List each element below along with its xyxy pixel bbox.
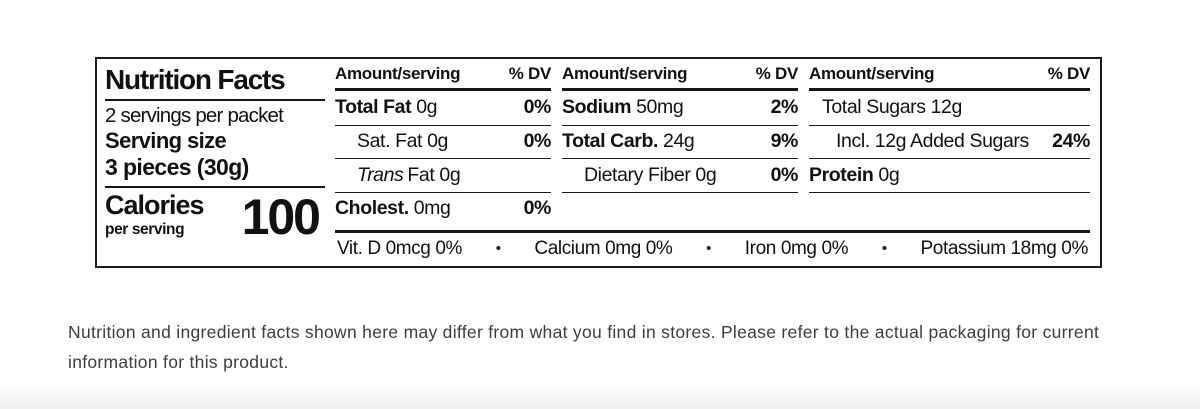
nutrient-row-cholesterol: Cholest. 0mg 0% (335, 191, 552, 226)
micronutrient-calcium: Calcium 0mg 0% (534, 237, 673, 259)
nutrient-row-empty (809, 191, 1090, 226)
amount-per-serving-header: Amount/serving (335, 64, 461, 83)
dv-value: 24% (1052, 130, 1090, 153)
percent-dv-header: % DV (755, 64, 799, 83)
nutrient-row-empty (562, 191, 798, 226)
amount-per-serving-header: Amount/serving (562, 64, 688, 83)
nutrient-row-added-sugars: Incl. 12g Added Sugars 24% (809, 124, 1090, 159)
column-header: Amount/serving % DV (809, 59, 1090, 91)
dv-value: 0% (523, 130, 552, 153)
serving-size-label: Serving size (105, 128, 227, 153)
bullet-separator: • (881, 240, 887, 257)
dv-value: 0% (523, 96, 552, 119)
bullet-separator: • (706, 240, 712, 257)
bullet-separator: • (495, 240, 501, 257)
nutrient-column-sodium-carbs: Amount/serving % DV Sodium 50mg 2% Total … (562, 59, 798, 225)
nutrient-row-total-fat: Total Fat 0g 0% (335, 96, 552, 119)
column-header: Amount/serving % DV (562, 59, 798, 91)
nutrient-row-total-sugars: Total Sugars 12g (822, 96, 962, 119)
dv-value: 0% (523, 197, 552, 220)
bottom-gradient (0, 383, 1200, 409)
micronutrients-row: Vit. D 0mcg 0% • Calcium 0mg 0% • Iron 0… (335, 230, 1090, 266)
disclaimer-text: Nutrition and ingredient facts shown her… (68, 322, 1100, 372)
nutrient-column-sugars-protein: Amount/serving % DV Total Sugars 12g Incl… (809, 59, 1090, 225)
calories-row: Calories per serving 100 (105, 188, 325, 246)
micronutrient-potassium: Potassium 18mg 0% (920, 237, 1089, 259)
nutrition-facts-left-block: Nutrition Facts 2 servings per packet Se… (97, 59, 329, 266)
nutrient-row-trans-fat: Trans Fat 0g (335, 158, 551, 192)
servings-per-packet: 2 servings per packet (105, 104, 284, 127)
dv-value: 9% (770, 130, 799, 153)
nutrient-row-sodium: Sodium 50mg 2% (562, 96, 799, 119)
dv-value: 0% (770, 163, 799, 186)
nutrition-facts-panel: Nutrition Facts 2 servings per packet Se… (95, 57, 1102, 268)
micronutrient-vitamin-d: Vit. D 0mcg 0% (337, 237, 462, 259)
calories-value: 100 (241, 189, 321, 246)
nutrient-row-protein: Protein 0g (809, 158, 1090, 192)
amount-per-serving-header: Amount/serving (809, 64, 935, 83)
calories-sublabel: per serving (105, 221, 185, 239)
nutrient-row-dietary-fiber: Dietary Fiber 0g 0% (562, 158, 798, 192)
dv-value: 2% (770, 96, 799, 119)
nutrition-facts-right-block: Amount/serving % DV Total Fat 0g 0% Sat. … (329, 59, 1100, 266)
nutrient-row-sat-fat: Sat. Fat 0g 0% (335, 124, 552, 159)
calories-label: Calories (105, 190, 205, 221)
micronutrient-iron: Iron 0mg 0% (744, 237, 849, 259)
nutrition-facts-title: Nutrition Facts (105, 62, 325, 101)
calories-label-group: Calories per serving (105, 190, 205, 239)
percent-dv-header: % DV (508, 64, 552, 83)
nutrient-row-total-carb: Total Carb. 24g 9% (562, 124, 799, 159)
column-header: Amount/serving % DV (335, 59, 551, 91)
nutrient-columns: Amount/serving % DV Total Fat 0g 0% Sat. … (335, 59, 1090, 225)
nutrient-column-fats: Amount/serving % DV Total Fat 0g 0% Sat. … (335, 59, 551, 225)
serving-size-value: 3 pieces (30g) (105, 154, 325, 189)
percent-dv-header: % DV (1047, 64, 1091, 83)
